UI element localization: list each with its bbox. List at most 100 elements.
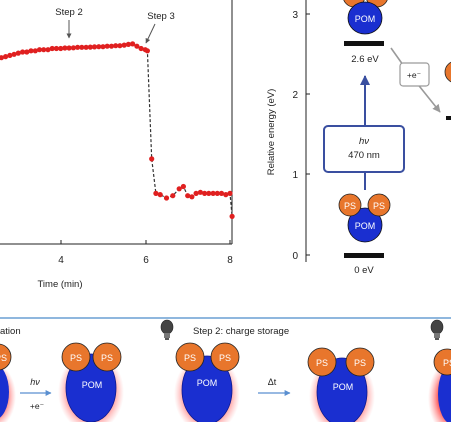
- ps-label-left: PS: [316, 358, 328, 368]
- kinetics-point-50: [189, 194, 195, 200]
- kinetics-point-47: [176, 186, 182, 192]
- energy-tick-label-0: 0: [292, 251, 298, 262]
- pom-body: [347, 207, 383, 243]
- kinetics-point-46: [170, 193, 176, 199]
- kinetics-point-45: [163, 195, 170, 201]
- kinetics-point-15: [36, 47, 43, 53]
- kinetics-point-9: [11, 51, 17, 57]
- light-bulb-icon: [160, 319, 174, 340]
- kinetics-point-39: [138, 45, 144, 52]
- kinetics-point-44: [157, 192, 163, 198]
- kinetics-point-25: [79, 44, 85, 50]
- kinetics-point-29: [96, 44, 102, 50]
- energy-y-axis-label: Relative energy (eV): [266, 89, 277, 176]
- kinetics-point-57: [218, 190, 225, 196]
- step1-title-fragment: ation: [0, 326, 21, 337]
- step2-annotation: Step 2: [55, 7, 82, 18]
- kinetics-point-58: [223, 192, 229, 198]
- kinetics-series: [0, 41, 235, 219]
- kinetics-point-59: [227, 190, 233, 196]
- molecule-fragment-right: PS: [428, 348, 451, 422]
- kinetics-point-17: [45, 47, 51, 53]
- kinetics-point-48: [180, 183, 186, 190]
- kinetics-point-31: [104, 43, 110, 49]
- kinetics-point-26: [83, 44, 89, 50]
- step3-annotation: Step 3: [147, 11, 174, 22]
- kinetics-point-37: [130, 41, 136, 47]
- kinetics-point-41: [144, 48, 150, 54]
- ps-label-right: PS: [373, 201, 385, 211]
- electron-label: +e⁻: [407, 70, 422, 80]
- step3-arrow: [145, 23, 156, 44]
- excitation-box: [323, 125, 405, 173]
- energy-tick-label-1: 1: [292, 170, 298, 181]
- dt-label: Δt: [268, 377, 277, 387]
- kinetics-point-22: [66, 45, 72, 51]
- ps-sphere-left: [338, 193, 362, 217]
- molecule-charged-3: PS PS POM: [307, 347, 375, 422]
- kinetics-point-21: [62, 45, 68, 51]
- electron-label-box: [399, 62, 430, 87]
- pom-label: POM: [355, 14, 376, 24]
- molecule-charged-1: PS PS POM: [58, 342, 124, 422]
- ps-label-right: PS: [219, 353, 231, 363]
- molecule-excited-state: POM: [343, 0, 388, 35]
- kinetics-point-14: [32, 48, 38, 54]
- kinetics-point-36: [125, 41, 131, 48]
- kinetics-point-18: [49, 45, 55, 52]
- reduced-level-bar-fragment: [446, 116, 451, 120]
- kinetics-point-10: [15, 50, 21, 56]
- step2-title: Step 2: charge storage: [193, 326, 289, 337]
- kinetics-plot: 4 6 8 Time (min) Step 2 Step 3: [0, 0, 235, 290]
- kinetics-line: [0, 43, 233, 217]
- pom-body: [347, 1, 383, 35]
- x-tick-label-8: 8: [227, 255, 233, 266]
- energy-diagram: 0 1 2 3 Relative energy (eV) POM 2.6 eV …: [266, 0, 451, 276]
- kinetics-point-38: [134, 43, 140, 49]
- kinetics-point-23: [70, 45, 76, 51]
- ps-label-right: PS: [101, 353, 113, 363]
- ground-level-bar: [344, 253, 384, 258]
- kinetics-point-42: [149, 156, 155, 162]
- kinetics-point-19: [53, 45, 60, 52]
- molecule-ground-state: PS PS POM: [338, 193, 391, 243]
- ps-label-right: PS: [354, 358, 366, 368]
- kinetics-point-55: [210, 190, 216, 196]
- kinetics-point-27: [87, 44, 93, 50]
- kinetics-point-35: [121, 42, 127, 48]
- pom-label: POM: [82, 380, 103, 390]
- ps-label-left: PS: [70, 353, 82, 363]
- kinetics-point-54: [206, 190, 212, 196]
- kinetics-point-28: [91, 44, 98, 50]
- ps-sphere-right: [367, 193, 391, 217]
- excitation-wavelength: 470 nm: [348, 150, 380, 161]
- hv-label: hν: [30, 377, 40, 387]
- kinetics-point-16: [41, 47, 47, 53]
- ground-level-label: 0 eV: [354, 265, 374, 276]
- kinetics-point-11: [20, 49, 26, 55]
- ps-sphere-fragment: [444, 61, 451, 83]
- excited-level-label: 2.6 eV: [351, 54, 379, 65]
- pom-label: POM: [197, 378, 218, 388]
- kinetics-point-43: [153, 190, 159, 196]
- kinetics-point-30: [100, 44, 106, 50]
- kinetics-point-12: [24, 49, 30, 55]
- excitation-hv: hν: [359, 136, 369, 147]
- molecule-fragment-left: PS: [0, 343, 16, 422]
- light-bulb-icon: [430, 319, 444, 340]
- kinetics-point-52: [197, 189, 203, 195]
- kinetics-point-49: [185, 193, 191, 199]
- kinetics-point-53: [202, 190, 208, 196]
- pom-label: POM: [333, 382, 354, 392]
- pom-label: POM: [355, 221, 376, 231]
- kinetics-point-32: [108, 43, 115, 49]
- kinetics-point-34: [117, 43, 123, 49]
- energy-tick-label-2: 2: [292, 90, 298, 101]
- kinetics-point-6: [0, 55, 4, 61]
- mechanism-panel: ation Step 2: charge storage PS hν +e⁻: [0, 317, 451, 422]
- ps-label-left: PS: [184, 353, 196, 363]
- kinetics-point-60: [229, 213, 235, 219]
- kinetics-point-56: [214, 190, 220, 196]
- kinetics-point-20: [58, 45, 64, 52]
